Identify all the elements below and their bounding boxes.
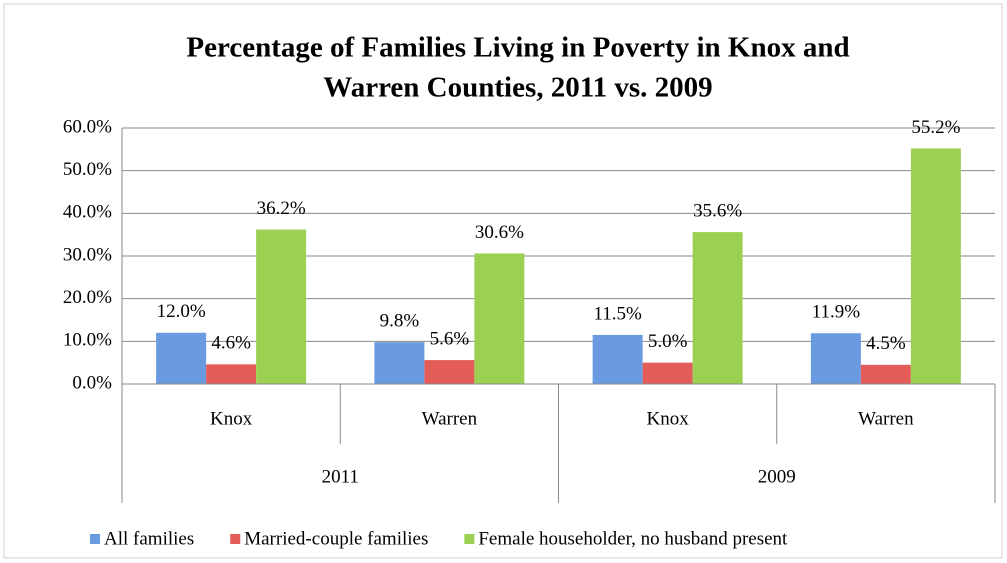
bar [474, 253, 525, 384]
chart-title: Warren Counties, 2011 vs. 2009 [323, 72, 712, 104]
data-label: 30.6% [475, 222, 524, 243]
bar [424, 360, 475, 384]
legend-swatch [464, 534, 475, 544]
y-tick-label: 20.0% [63, 287, 112, 308]
bar [156, 332, 207, 384]
legend-label: Female householder, no husband present [478, 528, 788, 549]
chart-title: Percentage of Families Living in Poverty… [186, 32, 849, 64]
data-label: 35.6% [693, 200, 742, 221]
data-label: 11.9% [812, 302, 861, 323]
group-label: 2009 [758, 466, 796, 487]
y-tick-label: 40.0% [63, 202, 112, 223]
y-tick-label: 50.0% [63, 159, 112, 180]
x-tick-label: Knox [647, 408, 690, 429]
data-label: 9.8% [380, 311, 420, 332]
legend-label: All families [104, 528, 194, 549]
y-tick-label: 10.0% [63, 330, 112, 351]
bar [810, 333, 861, 384]
bar [256, 229, 307, 384]
data-label: 12.0% [157, 301, 206, 322]
bar [910, 148, 961, 384]
bar [592, 334, 643, 384]
bar [860, 364, 911, 384]
data-label: 36.2% [257, 198, 306, 219]
bar [642, 362, 693, 384]
group-label: 2011 [322, 466, 359, 487]
legend-swatch [230, 534, 241, 544]
legend-label: Married-couple families [244, 528, 428, 549]
data-label: 11.5% [593, 303, 642, 324]
data-label: 4.5% [866, 333, 906, 354]
y-tick-label: 60.0% [63, 116, 112, 137]
bar [206, 364, 257, 384]
data-label: 4.6% [211, 333, 251, 354]
data-label: 5.6% [430, 328, 470, 349]
legend-swatch [90, 534, 100, 544]
data-label: 55.2% [911, 117, 960, 138]
x-tick-label: Knox [210, 408, 253, 429]
y-tick-label: 30.0% [63, 244, 112, 265]
bar [692, 232, 743, 384]
x-tick-label: Warren [858, 408, 914, 429]
data-label: 5.0% [648, 331, 688, 352]
y-tick-label: 0.0% [72, 372, 112, 393]
bar [374, 342, 425, 384]
x-tick-label: Warren [422, 408, 478, 429]
